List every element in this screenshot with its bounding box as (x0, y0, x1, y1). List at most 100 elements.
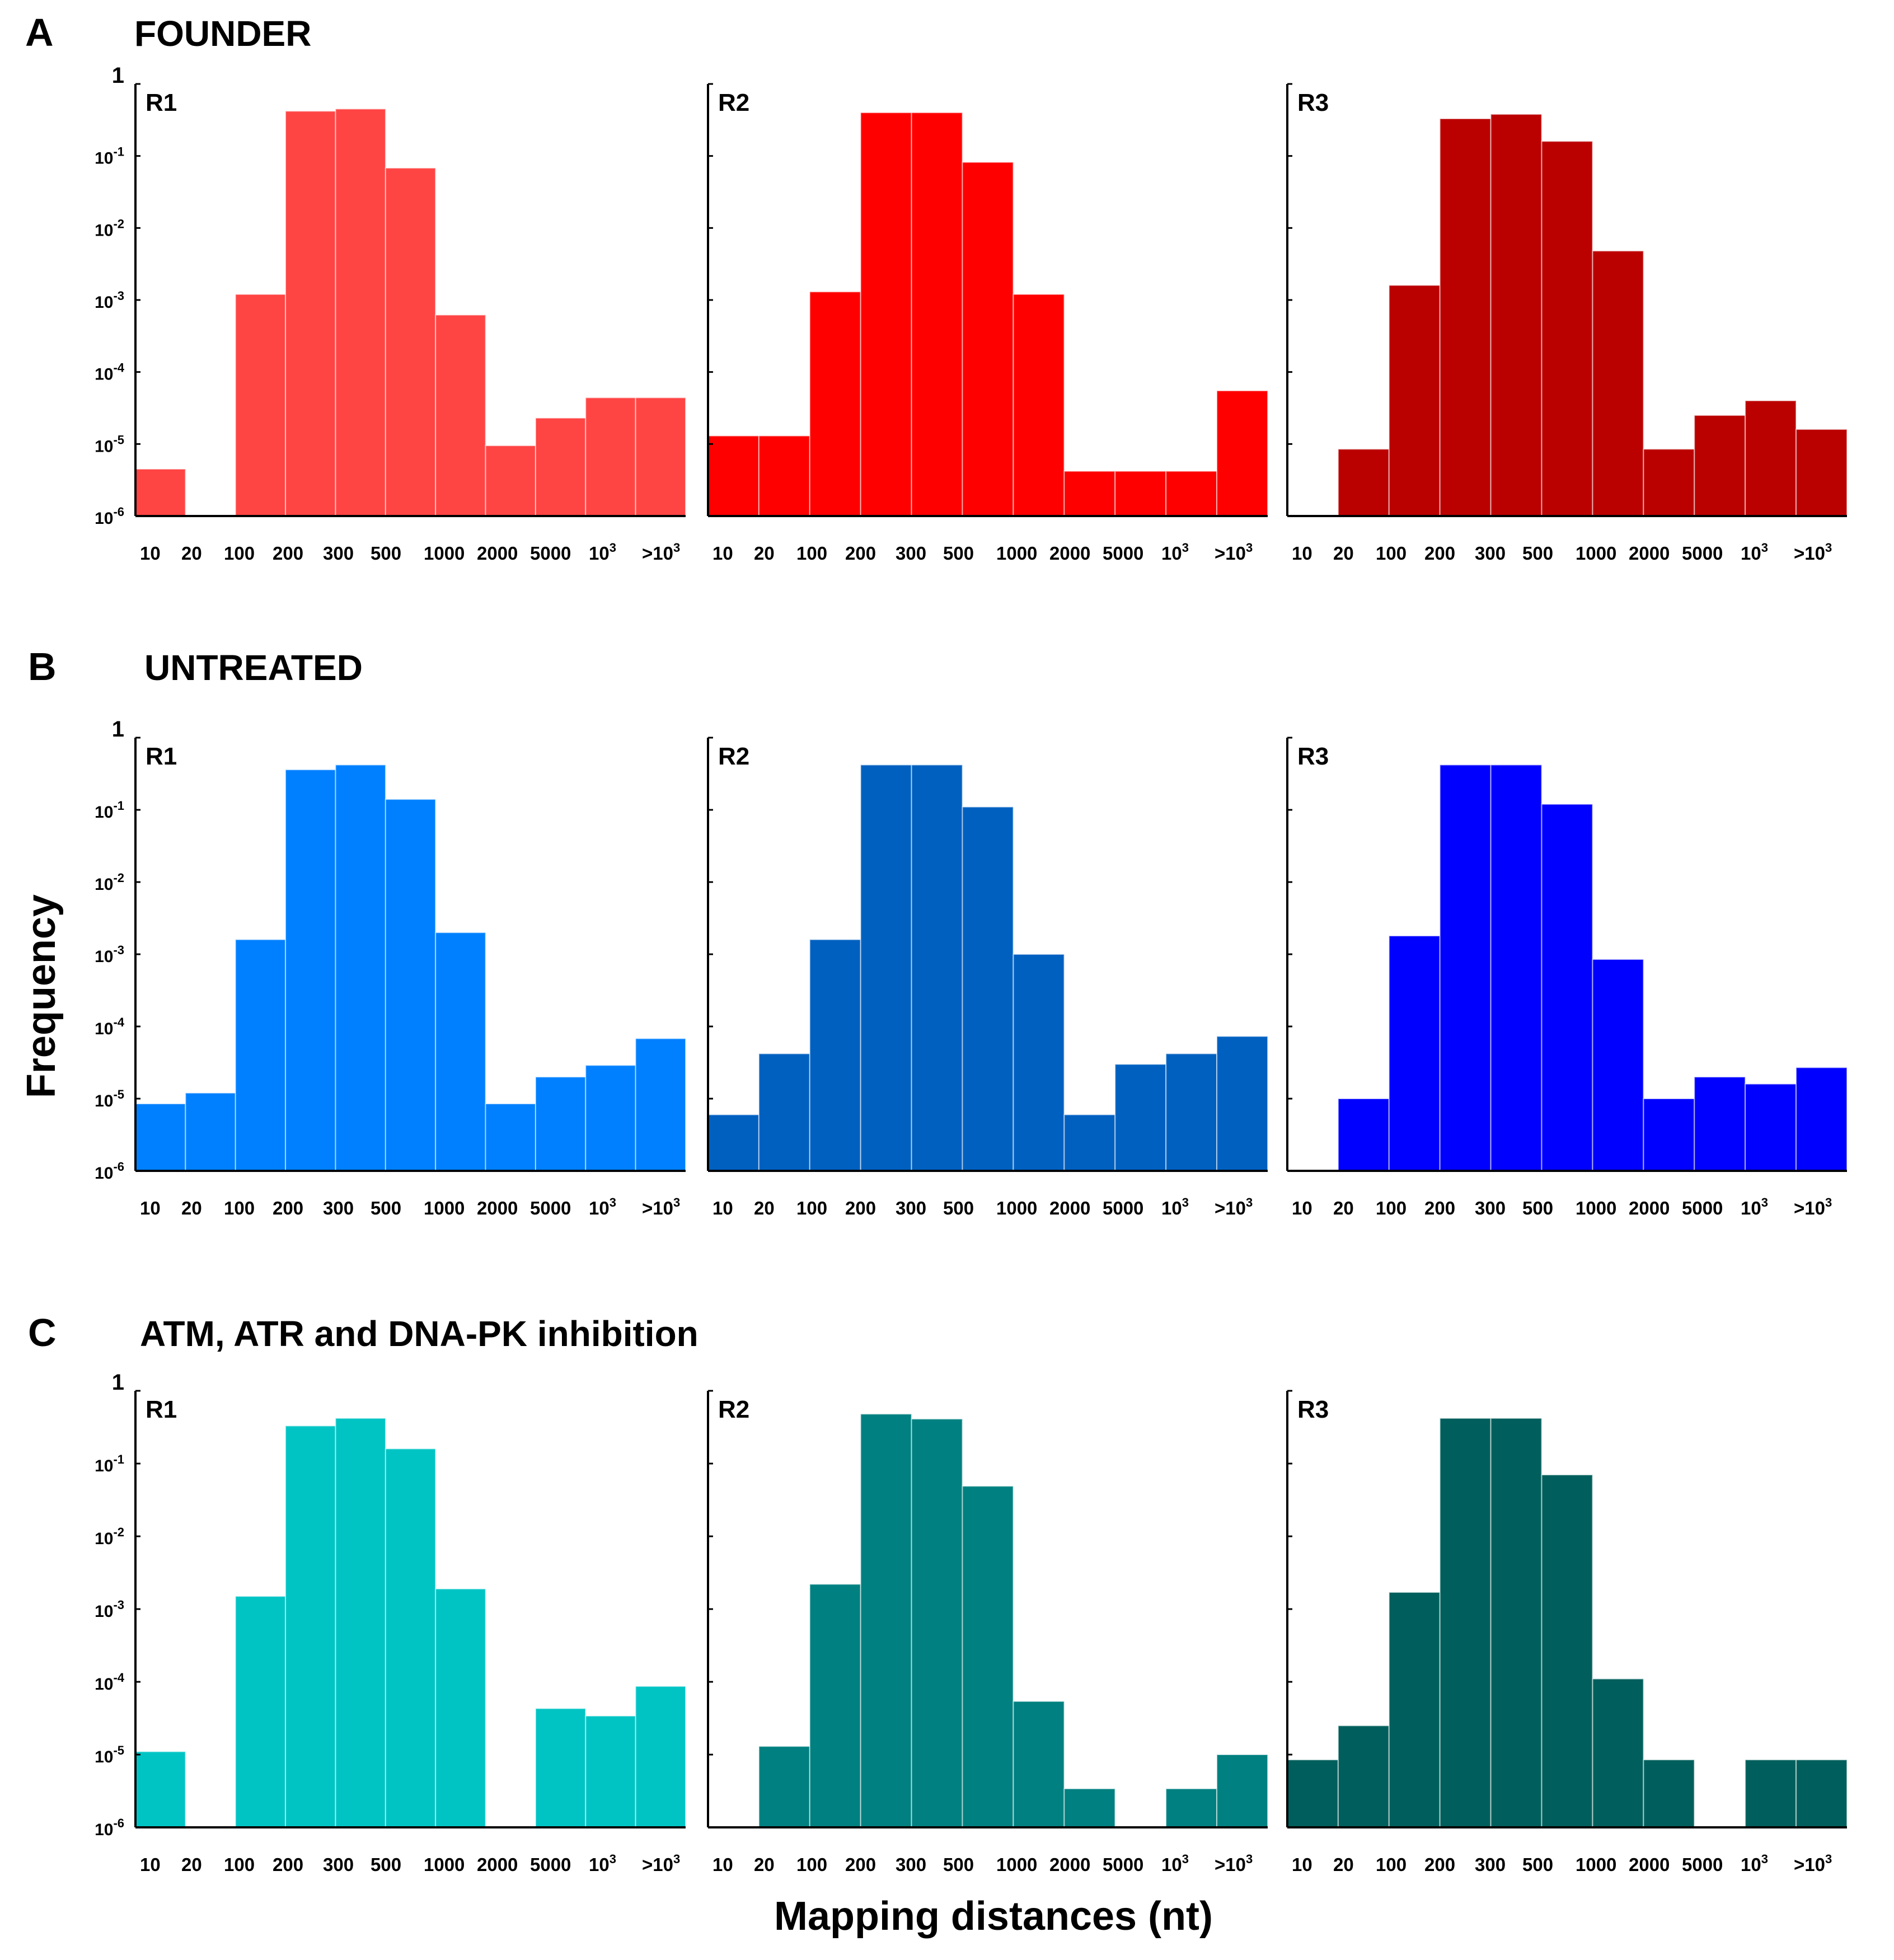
bar-200 (1439, 1418, 1492, 1828)
x-tick-label: 2000 (1049, 543, 1090, 564)
panel-letter-c: C (28, 1311, 57, 1354)
x-tick-label: 2000 (1629, 1854, 1670, 1875)
x-tick-label: 500 (371, 1854, 401, 1875)
x-tick-label: 5000 (1103, 543, 1143, 564)
x-tick-label: 103 (1741, 541, 1768, 564)
bar->10^3 (635, 397, 686, 517)
bar-1000 (435, 932, 486, 1171)
y-tick-label: 10-5 (95, 1087, 124, 1110)
bar-10^3 (585, 1715, 636, 1828)
bar-500 (962, 1485, 1014, 1828)
subplot-a-r1: 10-6 10-5 10-4 10-3 10-2 10-1 1 10 20 100 200 300 50… (95, 63, 686, 564)
panel-title-a: FOUNDER (134, 13, 311, 54)
x-tick-label: 103 (589, 1852, 616, 1875)
x-tick-label: 5000 (1103, 1854, 1143, 1875)
bar-5000 (535, 1708, 587, 1828)
bar-200 (1439, 764, 1492, 1171)
x-tick-label: 5000 (530, 1854, 571, 1875)
y-tick-label: 10-2 (95, 217, 124, 240)
x-tick-label: 2000 (1629, 1198, 1670, 1218)
y-axis-title: Frequency (19, 894, 64, 1098)
bar-1000 (435, 1588, 486, 1828)
y-tick-label: 10-6 (95, 1160, 124, 1183)
bar-2000 (1643, 1759, 1695, 1828)
bar-300 (911, 112, 963, 517)
bar-500 (385, 167, 437, 517)
x-tick-label: 10 (140, 1198, 161, 1218)
x-tick-label: >103 (642, 1195, 680, 1218)
bar->10^3 (1216, 1754, 1269, 1828)
bar-5000 (535, 417, 587, 517)
y-tick-label: 10-1 (95, 799, 124, 822)
x-axis-title: Mapping distances (nt) (774, 1894, 1213, 1939)
x-tick-label: 500 (1522, 543, 1553, 564)
bar-200 (860, 764, 912, 1171)
x-tick-label: 20 (754, 1854, 775, 1875)
bar-10^3 (1165, 470, 1218, 517)
x-tick-label: 20 (181, 543, 202, 564)
x-tick-label: 2000 (1049, 1854, 1090, 1875)
x-tick-label: 500 (371, 543, 401, 564)
bar-200 (860, 112, 912, 517)
bar-300 (1490, 114, 1543, 517)
bar-500 (962, 806, 1014, 1171)
y-tick-label: 10-4 (95, 361, 125, 384)
bar-300 (1490, 1418, 1543, 1828)
bar-500 (1541, 803, 1593, 1172)
bar-10^3 (1745, 400, 1797, 517)
y-tick-label: 10-2 (95, 1525, 124, 1548)
x-tick-label: 100 (224, 1198, 255, 1218)
bar-20 (758, 1746, 810, 1828)
bar-2000 (1643, 448, 1695, 517)
bar-10 (135, 1103, 186, 1171)
bar-500 (385, 1448, 437, 1828)
bar-200 (285, 769, 336, 1171)
bar-10 (135, 1751, 186, 1828)
bar-500 (385, 799, 437, 1171)
bar->10^3 (1795, 1759, 1848, 1828)
x-tick-label: 1000 (424, 1854, 465, 1875)
x-tick-label: 5000 (1103, 1198, 1143, 1218)
bar-100 (1388, 1592, 1441, 1828)
x-tick-label: 20 (181, 1198, 202, 1218)
x-tick-label: 2000 (477, 1198, 518, 1218)
x-tick-label: 300 (1475, 543, 1506, 564)
x-tick-label: 100 (1376, 1198, 1407, 1218)
x-tick-label: >103 (1794, 541, 1832, 564)
bar-20 (1337, 1725, 1390, 1828)
x-tick-label: 20 (181, 1854, 202, 1875)
x-tick-label: >103 (1215, 541, 1253, 564)
x-tick-label: 1000 (424, 543, 465, 564)
subplot-a-r2: 10 20 100 200 300 500 1000 2000 5000 103 >103 R2 (707, 83, 1269, 564)
x-tick-label: 1000 (996, 543, 1037, 564)
x-tick-label: 10 (140, 1854, 161, 1875)
bar-300 (335, 764, 386, 1171)
bar-100 (235, 1596, 287, 1828)
subplot-c-r3: 10 20 100 200 300 500 1000 2000 5000 103 >103 R3 (1286, 1390, 1848, 1875)
bar->10^3 (635, 1038, 686, 1171)
bar-300 (335, 108, 386, 517)
x-tick-label: 1000 (996, 1198, 1037, 1218)
x-tick-label: 103 (1161, 1195, 1189, 1218)
x-tick-label: 300 (896, 1854, 926, 1875)
bar-200 (285, 110, 336, 517)
bar-1000 (1592, 1678, 1644, 1828)
panel-title-b: UNTREATED (144, 648, 363, 688)
x-tick-label: 1000 (1576, 1198, 1616, 1218)
bar->10^3 (635, 1685, 686, 1828)
x-tick-label: 20 (1333, 1198, 1354, 1218)
panel-titles: FOUNDER UNTREATED ATM, ATR and DNA-PK in… (134, 13, 698, 1354)
x-tick-label: 1000 (1576, 543, 1616, 564)
bar-200 (1439, 118, 1492, 517)
y-tick-label: 10-1 (95, 1452, 124, 1475)
x-tick-label: 5000 (530, 543, 571, 564)
bar-2000 (485, 1103, 536, 1171)
bar-1000 (1012, 1700, 1065, 1828)
x-tick-label: >103 (1215, 1195, 1253, 1218)
x-tick-label: 500 (371, 1198, 401, 1218)
x-tick-label: >103 (642, 541, 680, 564)
bar-10^3 (1165, 1053, 1218, 1171)
bar->10^3 (1216, 390, 1269, 517)
x-tick-label: 300 (896, 543, 926, 564)
x-tick-label: 300 (1475, 1198, 1506, 1218)
